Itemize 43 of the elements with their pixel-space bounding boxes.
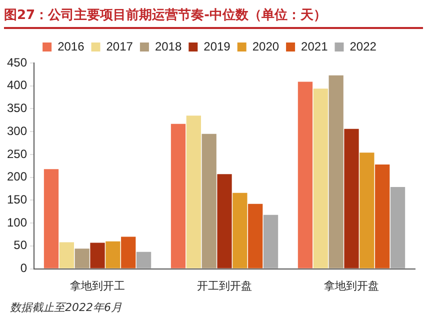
bar: [298, 82, 313, 268]
y-tick-label: 400: [6, 78, 28, 92]
chart-title: 图27：公司主要项目前期运营节奏-中位数（单位：天）: [4, 6, 423, 29]
legend-label: 2017: [106, 39, 134, 54]
bar: [90, 242, 105, 268]
y-tick-label: 250: [6, 146, 28, 161]
bar: [106, 241, 120, 268]
bar: [121, 236, 136, 268]
legend-label: 2019: [204, 39, 231, 54]
legend-label: 2020: [252, 39, 280, 54]
x-tick-label: 开工到开盘: [197, 280, 252, 292]
bar: [186, 116, 201, 268]
bar: [74, 248, 90, 268]
bar: [59, 242, 74, 268]
legend-label: 2022: [350, 39, 377, 54]
bar: [202, 134, 216, 268]
bar: [360, 152, 374, 268]
y-tick-label: 300: [6, 124, 28, 138]
bar: [344, 128, 359, 268]
bar: [263, 214, 278, 268]
bar: [170, 124, 186, 268]
bar: [375, 164, 390, 268]
legend-label: 2018: [154, 39, 182, 54]
x-tick-label: 拿地到开工: [70, 279, 126, 292]
y-tick-label: 150: [6, 192, 28, 207]
text: 数据截止至2022年6月: [10, 300, 122, 315]
bar: [328, 75, 344, 268]
bar: [217, 174, 232, 268]
bar: [44, 169, 59, 268]
bar: [232, 192, 248, 268]
bar: [313, 88, 328, 268]
y-tick-label: 450: [6, 55, 28, 70]
y-tick-label: 50: [14, 238, 28, 252]
legend-label: 2016: [58, 39, 85, 54]
y-tick-label: 200: [6, 170, 28, 184]
y-tick-label: 0: [20, 261, 28, 276]
bar: [248, 204, 263, 268]
legend-label: 2021: [301, 39, 328, 54]
x-tick-label: 拿地到开盘: [324, 279, 380, 292]
bar: [136, 252, 152, 268]
y-tick-label: 100: [6, 215, 28, 230]
bar: [390, 186, 406, 268]
y-tick-label: 350: [6, 101, 28, 116]
